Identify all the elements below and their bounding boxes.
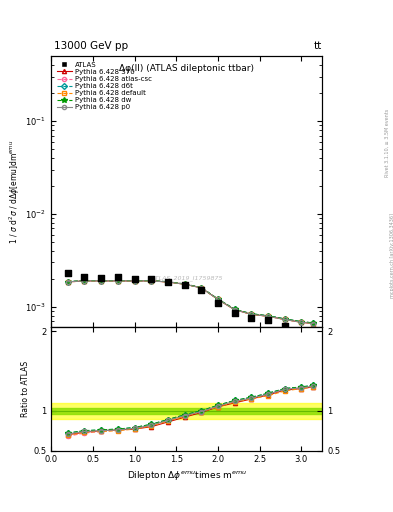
- Point: [298, 327, 305, 335]
- Point: [148, 275, 154, 283]
- Point: [281, 322, 288, 330]
- Text: mcplots.cern.ch [arXiv:1306.3436]: mcplots.cern.ch [arXiv:1306.3436]: [390, 214, 393, 298]
- Point: [81, 273, 88, 281]
- Point: [131, 275, 138, 283]
- Y-axis label: Ratio to ATLAS: Ratio to ATLAS: [21, 361, 30, 417]
- Point: [215, 299, 221, 307]
- Text: Rivet 3.1.10, ≥ 3.5M events: Rivet 3.1.10, ≥ 3.5M events: [385, 109, 389, 178]
- Point: [310, 329, 316, 337]
- Point: [231, 309, 238, 317]
- Text: ATLAS_2019_I1759875: ATLAS_2019_I1759875: [151, 276, 222, 282]
- Point: [165, 278, 171, 286]
- Point: [182, 281, 188, 289]
- Point: [265, 316, 271, 324]
- Text: 13000 GeV pp: 13000 GeV pp: [54, 41, 128, 51]
- X-axis label: Dilepton $\Delta\phi^{emu}$times m$^{emu}$: Dilepton $\Delta\phi^{emu}$times m$^{emu…: [127, 468, 247, 482]
- Text: Δφ(ll) (ATLAS dileptonic ttbar): Δφ(ll) (ATLAS dileptonic ttbar): [119, 65, 254, 73]
- Bar: [51, 403, 322, 419]
- Point: [98, 274, 104, 282]
- Legend: ATLAS, Pythia 6.428 370, Pythia 6.428 atlas-csc, Pythia 6.428 d6t, Pythia 6.428 : ATLAS, Pythia 6.428 370, Pythia 6.428 at…: [55, 60, 154, 112]
- Bar: [51, 408, 322, 414]
- Text: tt: tt: [314, 41, 322, 51]
- Point: [198, 286, 204, 294]
- Point: [115, 273, 121, 281]
- Y-axis label: 1 / $\sigma$ d$^2\sigma$ / d$\Delta\phi$[emu]dm$^{emu}$: 1 / $\sigma$ d$^2\sigma$ / d$\Delta\phi$…: [8, 140, 22, 244]
- Point: [248, 314, 255, 323]
- Point: [64, 269, 71, 278]
